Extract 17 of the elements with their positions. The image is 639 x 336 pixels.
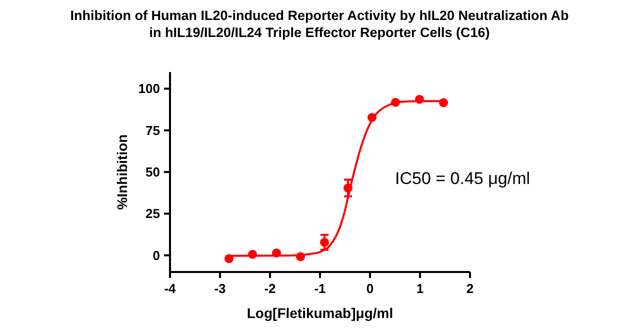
x-tick-label: -4 bbox=[164, 281, 177, 296]
x-tick-label: 1 bbox=[416, 281, 424, 296]
annotation: IC50 = 0.45 μg/ml bbox=[395, 169, 530, 188]
chart-title: Inhibition of Human IL20-induced Reporter Activity by hIL20 Neutralization Ab in hIL19/IL20/IL24 Triple Effector Reporter Cells (C16) bbox=[70, 8, 569, 40]
x-tick-label: 2 bbox=[466, 281, 474, 296]
x-tick-label: -1 bbox=[314, 281, 326, 296]
point bbox=[320, 238, 329, 247]
y-tick-label: 0 bbox=[152, 248, 160, 263]
y-tick-label: 25 bbox=[146, 206, 160, 222]
y-tick-label: 100 bbox=[138, 81, 160, 96]
y-tick-label: 75 bbox=[146, 122, 160, 138]
y-axis-title: %Inhibition bbox=[114, 134, 130, 210]
x-tick-label: -3 bbox=[214, 281, 226, 296]
x-tick-label: -2 bbox=[264, 281, 276, 296]
y-tick-label: 50 bbox=[146, 164, 160, 180]
x-axis-title: Log[Fletikumab]μg/ml bbox=[246, 305, 394, 321]
x-tick-label: 0 bbox=[366, 281, 374, 296]
